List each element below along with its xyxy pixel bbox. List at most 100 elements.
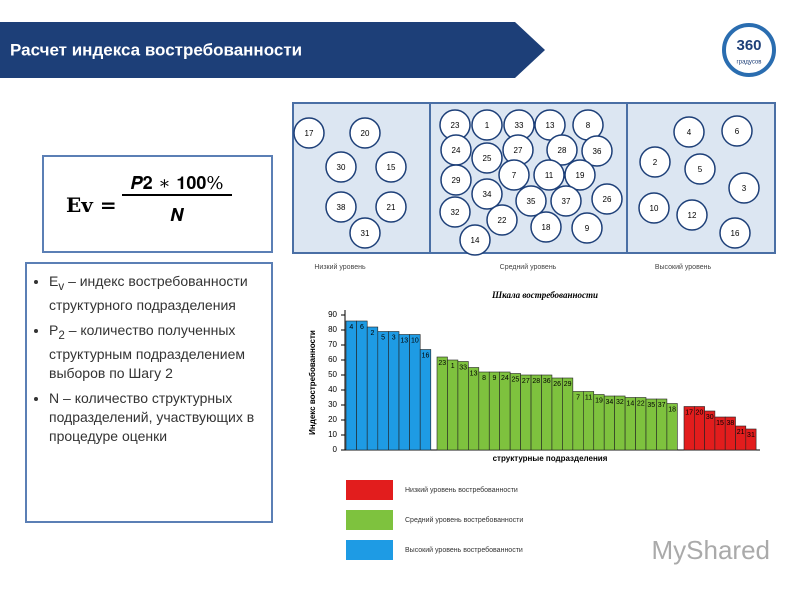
bar-label: 8 bbox=[482, 375, 486, 382]
circle-label: 30 bbox=[337, 163, 346, 172]
circle bbox=[349, 117, 381, 149]
circle bbox=[375, 151, 407, 183]
chart-title: Шкала востребованности bbox=[491, 290, 598, 300]
bar-label: 19 bbox=[595, 397, 603, 404]
y-tick-label: 20 bbox=[328, 415, 337, 424]
panel-label: Низкий уровень bbox=[314, 263, 366, 271]
legend-label: Высокий уровень востребованности bbox=[405, 546, 523, 554]
circle-label: 17 bbox=[305, 129, 314, 138]
circle-label: 38 bbox=[337, 203, 346, 212]
y-tick-label: 50 bbox=[328, 370, 337, 379]
bar bbox=[562, 377, 574, 451]
circle bbox=[728, 172, 760, 204]
circle-label: 20 bbox=[361, 129, 370, 138]
circle bbox=[349, 217, 381, 249]
watermark: MyShared bbox=[652, 535, 771, 565]
bar-label: 29 bbox=[564, 381, 572, 388]
bar-label: 34 bbox=[606, 399, 614, 406]
bar-label: 36 bbox=[543, 378, 551, 385]
circle-label: 22 bbox=[498, 216, 507, 225]
legend-label: Средний уровень востребованности bbox=[405, 516, 523, 524]
logo bbox=[722, 23, 776, 77]
bar bbox=[499, 371, 511, 451]
circle-label: 7 bbox=[512, 171, 517, 180]
bar bbox=[398, 334, 410, 451]
bullet-text: – индекс востребованности структурного п… bbox=[49, 273, 248, 313]
bar-label: 1 bbox=[451, 363, 455, 370]
circle-label: 24 bbox=[452, 146, 461, 155]
circle-label: 25 bbox=[483, 154, 492, 163]
circle bbox=[546, 134, 578, 166]
bar bbox=[541, 374, 553, 451]
bar-label: 18 bbox=[668, 406, 676, 413]
bar bbox=[509, 373, 521, 451]
y-tick-label: 10 bbox=[328, 430, 337, 439]
circle bbox=[375, 191, 407, 223]
circle bbox=[293, 117, 325, 149]
y-tick-label: 30 bbox=[328, 400, 337, 409]
legend-label: Низкий уровень востребованности bbox=[405, 486, 518, 494]
circle bbox=[581, 135, 613, 167]
circle-label: 4 bbox=[687, 128, 692, 137]
bullet-text: – количество структурных подразделений, … bbox=[49, 389, 255, 444]
circle-label: 14 bbox=[471, 236, 480, 245]
bar bbox=[468, 367, 480, 451]
bar-label: 11 bbox=[585, 394, 592, 401]
circle-label: 31 bbox=[361, 229, 370, 238]
y-tick-label: 70 bbox=[328, 340, 337, 349]
bar bbox=[488, 371, 500, 451]
circle bbox=[459, 224, 491, 256]
bar-label: 37 bbox=[658, 402, 666, 409]
circle-label: 29 bbox=[452, 176, 461, 185]
circle-label: 28 bbox=[558, 146, 567, 155]
circle bbox=[471, 109, 503, 141]
legend-swatch bbox=[346, 480, 393, 500]
bar bbox=[745, 428, 757, 451]
circle bbox=[533, 159, 565, 191]
circle bbox=[638, 192, 670, 224]
bar-label: 15 bbox=[716, 420, 724, 427]
bar-label: 22 bbox=[637, 400, 645, 407]
bar-label: 21 bbox=[737, 429, 745, 436]
bar-label: 28 bbox=[532, 378, 540, 385]
bar-label: 17 bbox=[685, 409, 693, 416]
header-title: Расчет индекса востребованности bbox=[10, 40, 302, 59]
bar bbox=[530, 374, 542, 451]
circle-label: 1 bbox=[485, 121, 490, 130]
bar bbox=[666, 403, 678, 451]
bar-label: 14 bbox=[626, 400, 634, 407]
circle-label: 21 bbox=[387, 203, 396, 212]
bullet-sub: v bbox=[58, 279, 65, 293]
bar-label: 3 bbox=[392, 334, 396, 341]
bullet-text: – количество полученных структурным подр… bbox=[49, 321, 245, 381]
bullet: N – количество структурных подразделений… bbox=[49, 389, 271, 446]
y-tick-label: 60 bbox=[328, 355, 337, 364]
bar bbox=[419, 349, 432, 451]
circle-label: 33 bbox=[515, 121, 524, 130]
bar bbox=[377, 331, 389, 451]
bar-label: 24 bbox=[501, 375, 509, 382]
circle-label: 23 bbox=[451, 121, 460, 130]
circle bbox=[719, 217, 751, 249]
bar-label: 5 bbox=[381, 334, 385, 341]
bar-label: 9 bbox=[493, 375, 497, 382]
formula-left: Ev = bbox=[66, 193, 117, 217]
circle bbox=[440, 164, 472, 196]
circle bbox=[498, 159, 530, 191]
formula-numerator: 𝑷𝟐 ∗ 𝟏𝟎𝟎% bbox=[122, 173, 232, 196]
header-bar bbox=[0, 22, 545, 78]
circle bbox=[471, 178, 503, 210]
bar-label: 35 bbox=[647, 402, 655, 409]
circle bbox=[439, 196, 471, 228]
circle bbox=[684, 153, 716, 185]
circle bbox=[673, 116, 705, 148]
circle-label: 16 bbox=[731, 229, 740, 238]
x-label: структурные подразделения bbox=[493, 454, 608, 463]
bar-label: 7 bbox=[576, 394, 580, 401]
circle-label: 8 bbox=[586, 121, 591, 130]
y-tick-label: 80 bbox=[328, 325, 337, 334]
legend-swatch bbox=[346, 510, 393, 530]
circle bbox=[639, 146, 671, 178]
circle-label: 2 bbox=[653, 158, 658, 167]
